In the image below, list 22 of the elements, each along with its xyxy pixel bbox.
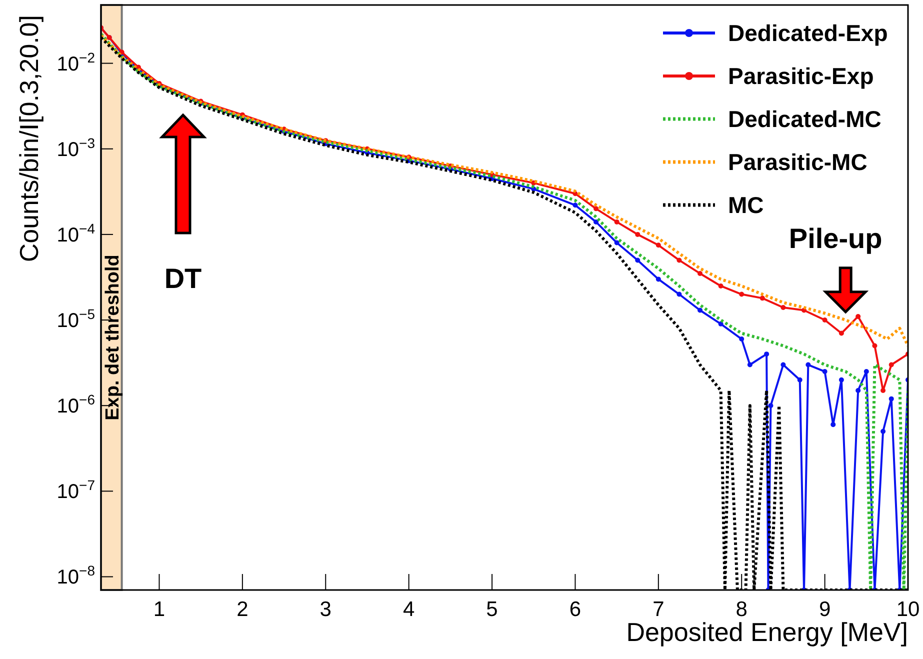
y-tick-label: 10$^{−4}$ — [56, 220, 96, 246]
y-tick-label: 10$^{−5}$ — [56, 306, 96, 332]
y-tick-label: 10$^{−7}$ — [56, 477, 96, 504]
annotation: DT — [164, 263, 202, 294]
x-tick-label: 3 — [320, 598, 332, 621]
x-tick-label: 5 — [486, 598, 498, 621]
legend-label: Dedicated-Exp — [728, 20, 888, 46]
legend-label: Dedicated-MC — [728, 106, 882, 132]
legend-label: MC — [728, 192, 764, 218]
y-axis-title: Counts/bin/I[0.3,20.0] — [14, 15, 44, 262]
band-label: Exp. det threshold — [102, 254, 124, 420]
x-tick-label: 6 — [569, 598, 582, 621]
x-tick-label: 2 — [236, 598, 248, 621]
annotation: Pile-up — [788, 222, 882, 254]
y-tick-label: 10$^{−6}$ — [56, 392, 96, 418]
y-tick-label: 10$^{−3}$ — [56, 134, 96, 161]
x-tick-label: 1 — [153, 598, 166, 621]
y-tick-label: 10$^{−2}$ — [56, 49, 96, 76]
legend-label: Parasitic-Exp — [728, 63, 874, 89]
x-tick-label: 4 — [402, 598, 415, 621]
y-tick-label: 10$^{−8}$ — [56, 562, 96, 589]
legend-label: Parasitic-MC — [728, 149, 868, 175]
